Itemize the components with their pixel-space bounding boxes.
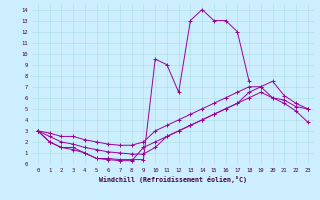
X-axis label: Windchill (Refroidissement éolien,°C): Windchill (Refroidissement éolien,°C): [99, 176, 247, 183]
